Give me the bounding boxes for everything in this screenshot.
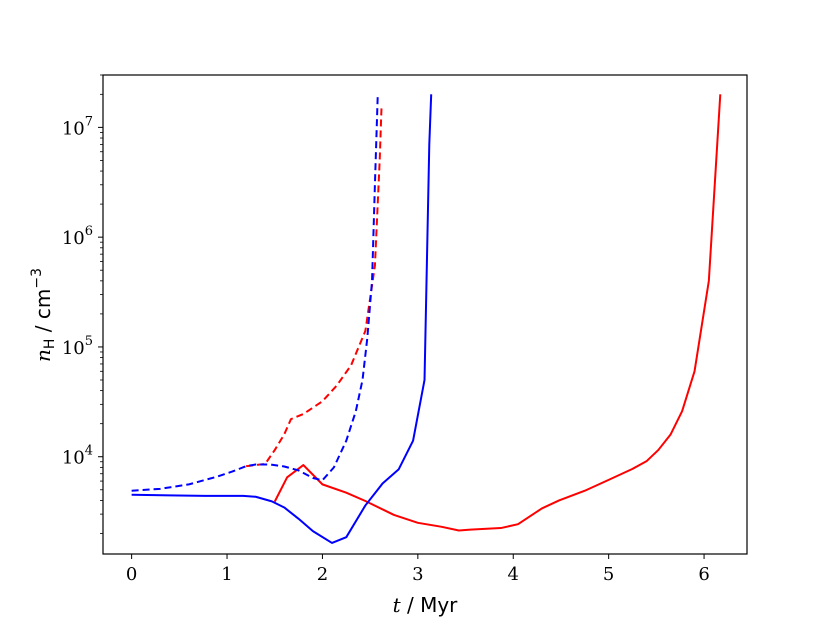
series-line-3 [245, 104, 383, 468]
y-tick-label: 105 [62, 334, 93, 359]
x-tick-label: 1 [221, 564, 232, 585]
series-line-2 [131, 94, 433, 544]
x-axis-ticks: 0 1 2 3 4 5 6 [126, 554, 710, 585]
x-axis-variable: t [393, 593, 402, 617]
y-axis-unit: / cm [31, 289, 55, 339]
y-axis-variable: n [31, 349, 55, 362]
y-tick-label: 104 [62, 444, 93, 469]
x-tick-label: 2 [317, 564, 328, 585]
y-axis-label: nH / cm−3 [29, 268, 58, 362]
y-axis-subscript: H [42, 339, 58, 350]
series-line-4 [131, 94, 379, 492]
x-tick-label: 0 [126, 564, 137, 585]
x-tick-label: 6 [698, 564, 709, 585]
y-tick-label: 107 [62, 114, 93, 139]
x-axis-unit: / Myr [401, 593, 459, 617]
y-tick-label: 106 [62, 224, 93, 249]
x-tick-label: 5 [603, 564, 614, 585]
series-layer [131, 94, 722, 544]
y-axis-superscript: −3 [29, 268, 45, 289]
plot-frame [102, 74, 748, 555]
series-line-1 [273, 94, 722, 532]
y-axis-ticks: 104 105 106 107 [62, 74, 103, 534]
x-tick-label: 3 [412, 564, 423, 585]
x-tick-label: 4 [508, 564, 519, 585]
x-axis-label: t / Myr [393, 593, 459, 617]
